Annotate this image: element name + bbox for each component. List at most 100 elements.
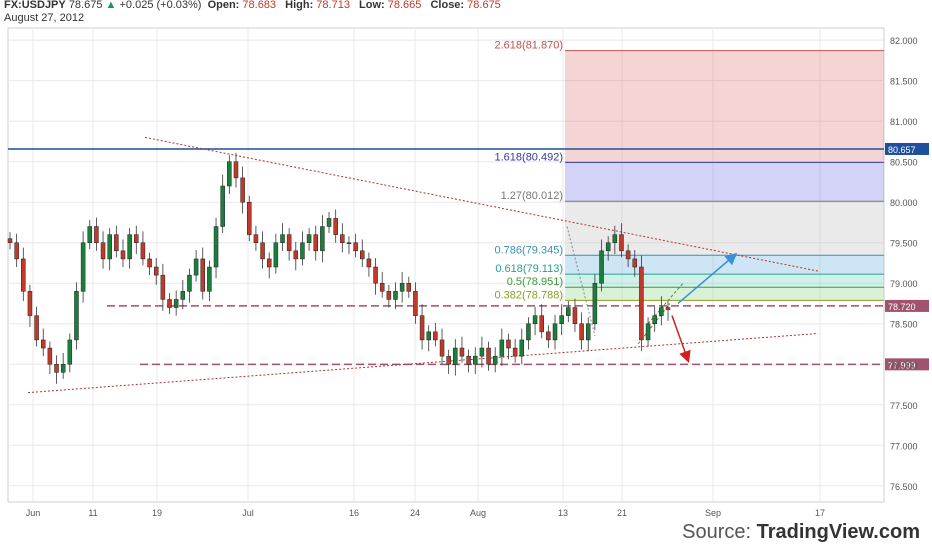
last-price: 78.675 [68, 0, 103, 11]
candle-body [273, 242, 279, 268]
candle-body [160, 274, 166, 300]
candle-body [326, 218, 332, 227]
candle-body [313, 234, 318, 252]
candle-body [579, 323, 584, 341]
candle-body [87, 226, 93, 243]
fib-zone [565, 50, 884, 163]
y-tick-label: 78.500 [890, 320, 918, 330]
x-tick-label: Aug [470, 508, 486, 518]
candle-body [473, 355, 478, 365]
price-level-label: 77.999 [888, 360, 916, 370]
candle-body [306, 234, 312, 243]
candle-body [566, 307, 571, 316]
candle-body [592, 282, 598, 324]
candle-body [153, 266, 159, 276]
chart-header: FX:USDJPY 78.675 ▲ +0.025 (+0.03%) Open:… [4, 0, 507, 11]
candle-body [512, 347, 518, 357]
x-tick-label: 13 [558, 508, 568, 518]
low-value: 78.665 [387, 0, 422, 11]
candle-body [419, 315, 425, 341]
fib-zone [565, 287, 884, 301]
x-tick-label: 19 [152, 508, 162, 518]
y-tick-label: 79.500 [890, 239, 918, 249]
candle-body [40, 339, 46, 349]
up-arrow-icon: ▲ [105, 0, 117, 11]
candle-body [446, 355, 451, 365]
candle-body [526, 323, 531, 341]
candle-body [373, 266, 378, 284]
candle-body [240, 177, 245, 203]
fib-level-label: 0.618(79.113) [495, 263, 563, 275]
candle-body [619, 234, 624, 252]
fib-zone [565, 274, 884, 288]
candle-body [147, 258, 152, 268]
open-label: Open: [207, 0, 240, 11]
candle-body [80, 242, 86, 292]
y-tick-label: 76.500 [890, 482, 918, 492]
y-tick-label: 78.000 [890, 360, 918, 370]
candle-body [479, 347, 485, 357]
candle-body [253, 234, 259, 243]
candle-body [645, 323, 651, 341]
fib-level-label: 1.618(80.492) [495, 151, 564, 163]
candle-body [466, 355, 471, 365]
candle-body [187, 274, 192, 292]
candle-body [227, 161, 232, 187]
candle-body [27, 291, 33, 316]
x-tick-label: 16 [349, 508, 359, 518]
candle-body [21, 258, 26, 292]
candle-body [366, 258, 372, 268]
fib-level-label: 0.786(79.345) [495, 244, 564, 256]
candle-body [552, 323, 558, 341]
candle-body [14, 242, 19, 260]
price-level-tag [885, 299, 929, 312]
candle-body [486, 347, 491, 365]
channel-line [647, 282, 684, 325]
price-level-tag [885, 142, 929, 155]
candle-body [7, 238, 13, 243]
candle-body [546, 331, 551, 341]
candle-body [492, 355, 498, 365]
candle-body [506, 339, 511, 349]
price-level-label: 78.720 [888, 302, 916, 312]
fib-level-label: 1.27(80.012) [501, 190, 563, 202]
candle-body [459, 347, 465, 357]
candle-body [114, 234, 119, 252]
candle-body [413, 291, 418, 316]
candle-body [585, 323, 591, 341]
y-tick-label: 79.000 [890, 279, 918, 289]
fib-zone [565, 201, 884, 256]
candle-body [120, 250, 126, 260]
high-label: High: [285, 0, 314, 11]
price-level-tag [885, 358, 929, 371]
candle-body [260, 242, 265, 260]
candle-body [379, 282, 385, 292]
candle-body [134, 234, 139, 243]
candle-body [399, 282, 405, 292]
candle-body [360, 250, 365, 260]
candle-body [605, 242, 611, 252]
candle-body [632, 258, 638, 268]
plot-area [7, 27, 885, 503]
y-tick-label: 80.500 [890, 158, 918, 168]
candle-body [293, 250, 299, 260]
x-tick-label: 11 [88, 508, 97, 518]
candle-body [665, 307, 671, 310]
candle-body [193, 258, 199, 276]
candle-body [173, 299, 179, 308]
candle-body [127, 234, 132, 260]
price-level-label: 80.657 [888, 145, 916, 155]
candle-body [140, 242, 146, 260]
candle-body [333, 218, 338, 235]
close-value: 78.675 [467, 0, 501, 11]
candle-body [639, 266, 644, 341]
source-credit: Source: TradingView.com [682, 521, 920, 544]
candle-body [532, 315, 538, 324]
candle-body [54, 364, 59, 373]
candle-body [426, 331, 431, 341]
y-tick-label: 81.000 [890, 117, 918, 127]
candle-body [213, 226, 219, 268]
high-value: 78.713 [316, 0, 350, 11]
candle-body [47, 347, 53, 365]
